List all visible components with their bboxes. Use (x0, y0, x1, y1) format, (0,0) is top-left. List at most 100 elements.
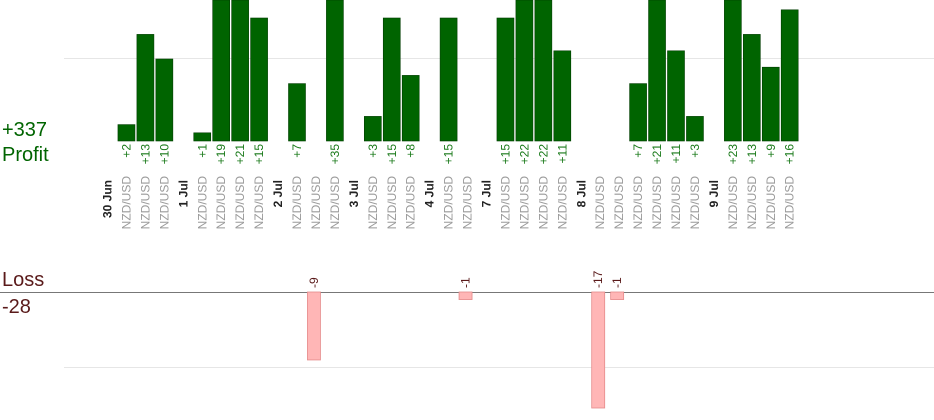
pair-label: NZD/USD (214, 176, 228, 230)
date-label: 3 Jul (347, 180, 361, 207)
pair-label: NZD/USD (385, 176, 399, 230)
loss-bar (610, 291, 625, 300)
pair-label: NZD/USD (517, 176, 531, 230)
profit-total: +337 (2, 119, 48, 141)
date-label: 30 Jun (101, 180, 115, 218)
pair-label: NZD/USD (688, 176, 702, 230)
pair-label: NZD/USD (612, 176, 626, 230)
value-label: +13 (745, 144, 759, 165)
value-label: -1 (610, 277, 624, 288)
pair-label: NZD/USD (555, 176, 569, 230)
value-label: +9 (764, 144, 778, 158)
pair-label: NZD/USD (442, 176, 456, 230)
date-label: 7 Jul (480, 180, 494, 207)
value-label: +13 (138, 144, 152, 165)
profit-bar (212, 0, 230, 142)
value-label: +15 (442, 144, 456, 165)
profit-bar (742, 34, 761, 142)
value-label: +8 (404, 144, 418, 158)
date-label: 8 Jul (574, 180, 588, 207)
loss-bar (458, 291, 473, 300)
profit-bar (780, 9, 799, 142)
value-label: -1 (459, 277, 473, 288)
pair-label: NZD/USD (309, 176, 323, 230)
loss-total: -28 (2, 296, 31, 318)
pair-label: NZD/USD (726, 176, 740, 230)
value-label: -9 (307, 277, 321, 288)
value-label: +3 (366, 144, 380, 158)
date-label: 9 Jul (707, 180, 721, 207)
loss-label: Loss (2, 269, 45, 291)
value-label: +22 (517, 144, 531, 165)
value-label: +10 (157, 144, 171, 165)
profit-bar (515, 0, 534, 142)
pair-label: NZD/USD (498, 176, 512, 230)
value-label: +11 (669, 144, 683, 164)
pair-label: NZD/USD (138, 176, 152, 230)
profit-bar (534, 0, 553, 142)
profit-bar (117, 124, 136, 142)
pair-label: NZD/USD (233, 176, 247, 230)
value-label: +2 (119, 144, 133, 158)
loss-bar (307, 291, 321, 361)
value-label: +15 (252, 144, 266, 165)
value-label: +23 (726, 144, 740, 165)
profit-bar (761, 66, 780, 142)
date-label: 4 Jul (423, 180, 437, 207)
profit-bar (401, 75, 420, 142)
profit-bar (231, 0, 249, 142)
value-label: +21 (650, 144, 664, 165)
pair-label: NZD/USD (328, 176, 342, 230)
value-label: +15 (498, 144, 512, 165)
profit-bar (439, 17, 458, 142)
profit-bar (326, 0, 344, 142)
pair-label: NZD/USD (631, 176, 645, 230)
profit-bar (724, 0, 742, 142)
value-label: +7 (631, 144, 645, 158)
value-label: +15 (385, 144, 399, 165)
profit-bar (686, 116, 704, 142)
pair-label: NZD/USD (119, 176, 133, 230)
pair-label: NZD/USD (745, 176, 759, 230)
profit-bar (553, 50, 572, 142)
profit-bar (382, 17, 401, 142)
value-label: +22 (536, 144, 550, 165)
date-label: 2 Jul (271, 180, 285, 207)
value-label: +7 (290, 144, 304, 158)
pair-label: NZD/USD (593, 176, 607, 230)
pair-label: NZD/USD (366, 176, 380, 230)
value-label: +16 (783, 144, 797, 165)
pair-label: NZD/USD (157, 176, 171, 230)
profit-bar (250, 17, 268, 142)
profit-bar (155, 58, 174, 142)
loss-bar (591, 291, 606, 409)
pair-label: NZD/USD (764, 176, 778, 230)
value-label: -17 (591, 270, 605, 288)
profit-bar (136, 34, 155, 142)
pair-label: NZD/USD (404, 176, 418, 230)
bars (117, 0, 799, 409)
profit-bar (363, 116, 382, 142)
date-label: 1 Jul (176, 180, 190, 207)
pair-label: NZD/USD (536, 176, 550, 230)
pair-label: NZD/USD (290, 176, 304, 230)
value-label: +11 (555, 144, 569, 164)
pair-label: NZD/USD (252, 176, 266, 230)
value-label: +19 (214, 144, 228, 165)
profit-label: Profit (2, 144, 49, 166)
profit-bar (288, 83, 306, 142)
value-label: +3 (688, 144, 702, 158)
profit-bar (667, 50, 685, 142)
labels: 30 Jun +2 NZD/USD +13 NZD/USD +10 NZD/USD 1 Jul… (101, 144, 797, 288)
pair-label: NZD/USD (783, 176, 797, 230)
value-label: +35 (328, 144, 342, 165)
profit-bar (629, 83, 647, 142)
pair-label: NZD/USD (461, 176, 475, 230)
pair-label: NZD/USD (650, 176, 664, 230)
profit-bar (193, 132, 212, 142)
pair-label: NZD/USD (669, 176, 683, 230)
profit-bar (648, 0, 666, 142)
pair-label: NZD/USD (195, 176, 209, 230)
value-label: +21 (233, 144, 247, 165)
